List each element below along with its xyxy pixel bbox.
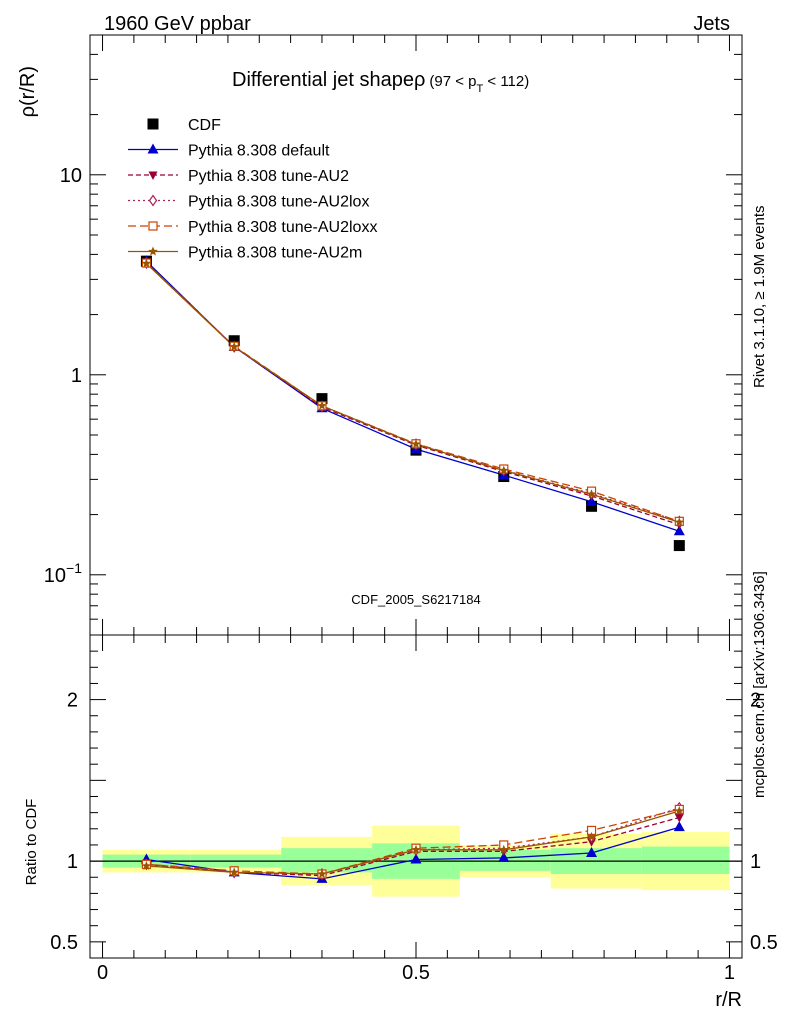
ratio-point-default-6 [673, 821, 685, 832]
ratio-point-default-4 [498, 851, 510, 862]
legend-marker-default [147, 143, 159, 154]
ratio-y-tick-label-left-2: 0.5 [50, 932, 78, 954]
main-y-tick-label-2: 10−1 [44, 560, 82, 587]
ratio-axes: 2 2 1 1 0.5 0.5 0 0.5 1 [50, 634, 778, 984]
main-plot-marks [140, 255, 685, 552]
ratio-band-inner-6 [641, 846, 730, 875]
legend-label-default: Pythia 8.308 default [188, 143, 330, 160]
legend: CDF Pythia 8.308 default Pythia 8.308 tune… [128, 117, 377, 262]
ratio-point-tune_au2m-5 [586, 831, 597, 841]
ratio-y-axis-label: Ratio to CDF [23, 799, 40, 886]
main-y-tick-label-1: 1 [71, 365, 82, 387]
point-tune_au2m-6 [674, 517, 685, 527]
header-left: 1960 GeV ppbar [104, 13, 251, 35]
legend-label-tune_au2loxx: Pythia 8.308 tune-AU2loxx [188, 219, 377, 236]
legend-label-tune_au2m: Pythia 8.308 tune-AU2m [188, 245, 362, 262]
header-right: Jets [693, 13, 730, 35]
ratio-point-tune_au2m-4 [499, 844, 509, 854]
point-tune_au2m-0 [141, 258, 152, 268]
point-tune_au2m-5 [586, 489, 597, 499]
point-data-5 [586, 500, 598, 512]
ratio-point-tune_au2m-2 [317, 869, 327, 879]
legend-label-tune_au2lox: Pythia 8.308 tune-AU2lox [188, 194, 369, 211]
ratio-point-tune_au2m-6 [674, 806, 685, 816]
x-tick-label-0: 0 [97, 962, 108, 984]
ratio-point-tune_au2m-1 [229, 867, 239, 877]
legend-marker-tune_au2 [148, 171, 158, 180]
point-data-1 [228, 335, 240, 347]
point-default-6 [673, 525, 685, 536]
point-data-6 [673, 540, 685, 552]
point-tune_au2m-2 [317, 400, 327, 410]
legend-marker-data [147, 118, 159, 130]
ratio-point-default-5 [586, 847, 598, 858]
main-y-axis-label: ρ(r/R) [17, 66, 39, 117]
rivet-version-label: Rivet 3.1.10, ≥ 1.9M events [751, 206, 768, 389]
ratio-y-tick-label-left-0: 2 [67, 690, 78, 712]
x-axis-label: r/R [715, 989, 742, 1011]
main-panel: 10 1 10−1 ρ(r/R) Differential jet shapeρ (9… [17, 34, 743, 636]
ratio-point-default-3 [410, 853, 422, 864]
x-tick-label-2: 1 [724, 962, 735, 984]
x-tick-label-1: 0.5 [402, 962, 430, 984]
legend-label-data: CDF [188, 117, 221, 134]
ratio-y-tick-label-left-1: 1 [67, 851, 78, 873]
legend-marker-tune_au2loxx [148, 221, 158, 231]
analysis-watermark: CDF_2005_S6217184 [351, 592, 480, 607]
ratio-point-tune_au2-6 [674, 813, 684, 823]
ratio-point-tune_au2m-3 [411, 844, 421, 854]
ratio-y-tick-label-right-0: 2 [750, 690, 761, 712]
ratio-band-inner-2 [281, 848, 373, 873]
point-data-2 [316, 393, 328, 405]
main-plot-title: Differential jet shapeρ (97 < pT < 112) [232, 69, 529, 95]
legend-marker-tune_au2lox [148, 194, 158, 207]
ratio-y-tick-label-right-2: 0.5 [750, 932, 778, 954]
point-tune_au2m-3 [411, 439, 421, 449]
legend-marker-tune_au2m [148, 246, 158, 256]
ratio-plot-marks [140, 801, 685, 883]
point-tune_au2m-4 [499, 465, 509, 475]
ratio-point-tune_au2m-0 [141, 860, 152, 870]
legend-label-tune_au2: Pythia 8.308 tune-AU2 [188, 168, 349, 185]
point-tune_au2m-1 [229, 341, 239, 351]
main-y-tick-label-0: 10 [60, 165, 82, 187]
ratio-panel: 2 2 1 1 0.5 0.5 0 0.5 1 Ratio to CDF r/R [23, 634, 778, 1011]
ratio-y-tick-label-right-1: 1 [750, 851, 761, 873]
source-label: mcplots.cern.ch [arXiv:1306.3436] [751, 571, 768, 798]
